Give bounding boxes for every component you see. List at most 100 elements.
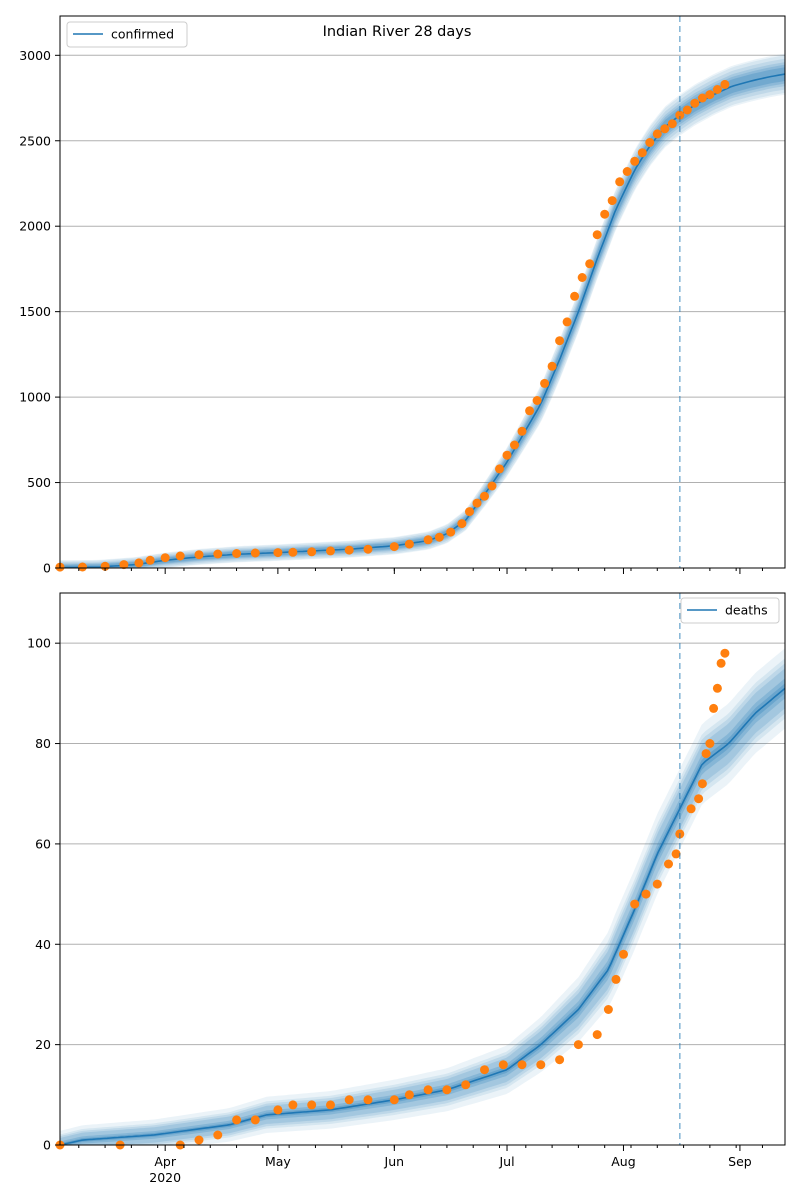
x-tick-label: Sep: [728, 1154, 752, 1169]
y-tick-label: 500: [27, 475, 51, 490]
confirmed-axes-frame: [59, 15, 786, 569]
deaths-axes-frame: [59, 592, 786, 1146]
observed-point: [675, 110, 685, 120]
deaths-legend-box: [680, 597, 780, 624]
y-tick-label: 2500: [19, 133, 51, 148]
observed-point: [213, 549, 223, 559]
observed-point: [525, 406, 535, 416]
confirmed-uncertainty-bands: [60, 53, 785, 569]
observed-point: [570, 291, 580, 301]
observed-point: [697, 93, 707, 103]
uncertainty-band: [60, 53, 785, 569]
observed-point: [389, 542, 399, 552]
observed-point: [660, 124, 670, 134]
y-tick-label: 100: [27, 636, 51, 651]
observed-point: [645, 138, 655, 147]
x-tick-label: May: [265, 1154, 291, 1169]
observed-point: [573, 1040, 583, 1050]
observed-point: [592, 230, 602, 240]
y-tick-label: 3000: [19, 48, 51, 63]
uncertainty-band: [60, 658, 785, 1145]
y-tick-label: 2000: [19, 219, 51, 234]
x-tick-label: Apr: [154, 1154, 176, 1169]
observed-point: [423, 535, 433, 545]
y-tick-label: 0: [43, 561, 51, 576]
observed-point: [250, 1115, 260, 1125]
observed-point: [592, 1030, 602, 1040]
observed-point: [442, 1085, 452, 1095]
confirmed-legend: confirmed: [66, 21, 188, 48]
observed-point: [652, 879, 662, 889]
observed-point: [611, 974, 621, 984]
observed-point: [517, 1060, 527, 1070]
observed-point: [664, 859, 673, 869]
observed-point: [619, 949, 628, 959]
observed-point: [119, 560, 129, 570]
deaths-y-axis: 0 20 40 60 80 100: [27, 636, 60, 1153]
observed-point: [562, 317, 572, 327]
observed-point: [705, 90, 715, 100]
observed-point: [547, 361, 557, 371]
observed-point: [712, 85, 722, 94]
uncertainty-band: [60, 668, 785, 1145]
observed-point: [288, 1100, 298, 1110]
observed-point: [487, 481, 497, 491]
observed-point: [709, 703, 719, 713]
observed-point: [457, 519, 467, 529]
y-tick-label: 60: [35, 836, 51, 851]
y-tick-label: 1000: [19, 390, 51, 405]
observed-point: [194, 1135, 204, 1145]
observed-point: [701, 749, 711, 759]
observed-point: [404, 1090, 414, 1100]
observed-point: [363, 544, 373, 554]
observed-point: [232, 1115, 242, 1125]
observed-point: [555, 1055, 565, 1065]
observed-point: [480, 491, 489, 501]
observed-point: [716, 658, 726, 668]
observed-point: [641, 889, 651, 899]
observed-point: [307, 1100, 317, 1110]
observed-point: [720, 79, 730, 89]
observed-point: [510, 440, 519, 450]
observed-point: [712, 683, 722, 693]
observed-point: [615, 177, 625, 187]
observed-point: [652, 129, 662, 139]
observed-point: [536, 1060, 546, 1070]
observed-point: [720, 648, 730, 658]
observed-point: [134, 558, 144, 568]
observed-point: [577, 273, 587, 282]
x-tick-sublabel: 2020: [149, 1170, 181, 1185]
y-tick-label: 0: [43, 1138, 51, 1153]
observed-point: [288, 547, 298, 557]
observed-point: [686, 804, 696, 814]
observed-point: [100, 561, 110, 571]
y-tick-label: 1500: [19, 304, 51, 319]
observed-point: [498, 1060, 508, 1070]
observed-point: [465, 507, 474, 517]
observed-point: [434, 532, 444, 542]
confirmed-panel: 0 500 1000 1500 2000 2500 3000 Indian River 28…: [19, 15, 786, 576]
observed-point: [697, 779, 707, 789]
observed-point: [145, 555, 155, 565]
deaths-legend-label: deaths: [725, 603, 768, 618]
confirmed-y-axis: 0 500 1000 1500 2000 2500 3000: [19, 48, 60, 576]
x-tick-label: Jun: [384, 1154, 405, 1169]
observed-point: [213, 1130, 223, 1140]
observed-point: [502, 450, 512, 460]
uncertainty-band: [60, 663, 785, 1145]
deaths-gridlines: [60, 642, 785, 1046]
observed-point: [682, 105, 692, 115]
observed-point: [603, 1005, 613, 1014]
x-tick-label: Jul: [498, 1154, 514, 1169]
y-tick-label: 20: [35, 1037, 51, 1052]
observed-point: [232, 549, 242, 558]
observed-point: [363, 1095, 373, 1105]
observed-point: [690, 98, 700, 108]
observed-point: [694, 794, 704, 804]
observed-point: [404, 539, 414, 549]
deaths-model-line: [59, 687, 786, 1146]
